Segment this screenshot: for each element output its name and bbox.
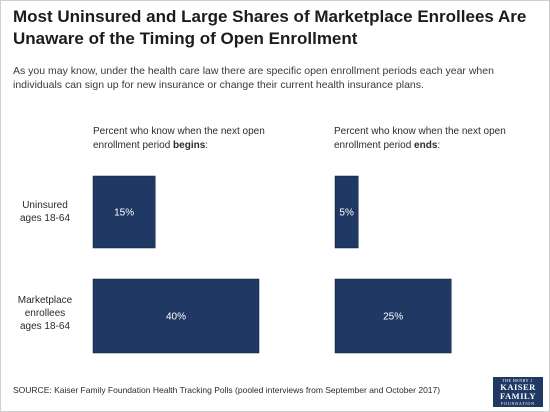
- panel-title-begins-emphasis: begins: [173, 140, 206, 151]
- bar-value-label-begins-1: 40%: [166, 312, 186, 323]
- bar-begins-1: [92, 278, 260, 354]
- panel-title-begins: Percent who know when the next open enro…: [93, 125, 293, 153]
- panel-title-begins-suffix: :: [205, 140, 209, 151]
- bar-value-label-ends-1: 25%: [383, 312, 403, 323]
- category-label-uninsured: Uninsured ages 18-64: [5, 199, 85, 225]
- chart-title: Most Uninsured and Large Shares of Marke…: [13, 7, 527, 48]
- bar-value-label-begins-0: 15%: [114, 208, 134, 219]
- bar-begins-0: [92, 175, 156, 249]
- bar-value-label-ends-0: 5%: [339, 208, 354, 219]
- category-label-line: ages 18-64: [19, 213, 71, 224]
- category-label-line: enrollees: [24, 308, 66, 319]
- panel-title-ends-suffix: :: [437, 140, 441, 151]
- bars-group: 15% 40% 5% 25%: [92, 175, 452, 354]
- source-note: SOURCE: Kaiser Family Foundation Health …: [13, 385, 441, 395]
- chart-subtitle: As you may know, under the health care l…: [13, 65, 494, 91]
- category-label-marketplace: Marketplace enrollees ages 18-64: [5, 294, 85, 333]
- panel-title-ends-text: Percent who know when the next open enro…: [334, 126, 506, 151]
- logo-line: FOUNDATION: [501, 401, 535, 406]
- bar-ends-0: [334, 175, 359, 249]
- category-label-line: Uninsured: [22, 200, 68, 211]
- category-label-line: ages 18-64: [19, 321, 71, 332]
- category-label-line: Marketplace: [17, 295, 73, 306]
- panel-title-ends: Percent who know when the next open enro…: [334, 125, 534, 153]
- logo-line: KAISER: [500, 382, 536, 392]
- kff-logo: THE HENRY J. KAISER FAMILY FOUNDATION: [493, 377, 543, 407]
- logo-line: FAMILY: [499, 391, 537, 401]
- logo-line: THE HENRY J.: [502, 378, 534, 383]
- panel-title-ends-emphasis: ends: [414, 140, 438, 151]
- bar-ends-1: [334, 278, 452, 354]
- panel-title-begins-text: Percent who know when the next open enro…: [93, 126, 265, 151]
